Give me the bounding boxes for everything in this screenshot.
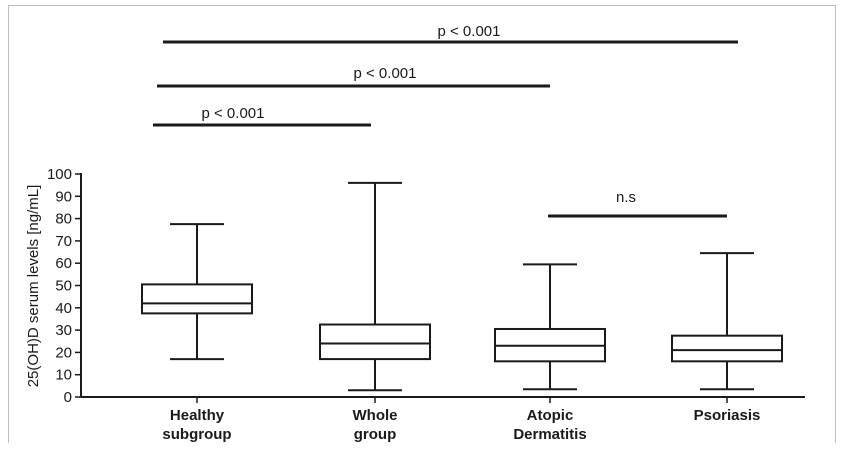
box-group-0 (141, 223, 253, 361)
y-tick-label-20: 20 (55, 344, 72, 361)
significance-label-1: p < 0.001 (354, 65, 417, 82)
significance-label-3: n.s (616, 189, 636, 206)
y-tick-label-80: 80 (55, 211, 72, 228)
axis-layer: 0 10 20 30 40 50 60 70 80 90 100 Healthy subgroup Who… (47, 166, 805, 443)
x-category-label-2-0: Atopic (527, 407, 574, 424)
y-tick-label-40: 40 (55, 300, 72, 317)
x-category-label-1-0: Whole (353, 407, 398, 424)
x-category-label-0-1: subgroup (162, 426, 231, 443)
y-tick-label-60: 60 (55, 255, 72, 272)
iqr-box-0 (141, 283, 253, 315)
x-category-label-1-1: group (354, 426, 397, 443)
significance-label-2: p < 0.001 (202, 105, 265, 122)
y-tick-label-50: 50 (55, 278, 72, 295)
box-group-2 (494, 263, 606, 391)
y-tick-label-100: 100 (47, 166, 72, 183)
chart-frame (8, 5, 836, 443)
y-tick-label-10: 10 (55, 367, 72, 384)
significance-label-0: p < 0.001 (438, 23, 501, 40)
box-layer (141, 181, 783, 392)
box-group-1 (319, 181, 431, 392)
y-tick-label-70: 70 (55, 233, 72, 250)
iqr-box-1 (319, 323, 431, 361)
y-tick-label-30: 30 (55, 322, 72, 339)
iqr-box-3 (671, 334, 783, 363)
y-tick-label-0: 0 (64, 389, 72, 406)
box-group-3 (671, 252, 783, 391)
x-category-label-0-0: Healthy (170, 407, 225, 424)
x-category-label-2-1: Dermatitis (513, 426, 586, 443)
significance-layer: p < 0.001 p < 0.001 p < 0.001 n.s (153, 23, 738, 218)
y-tick-label-90: 90 (55, 188, 72, 205)
x-category-label-3-0: Psoriasis (694, 407, 761, 424)
y-axis-label: 25(OH)D serum levels [ng/mL] (25, 185, 42, 388)
